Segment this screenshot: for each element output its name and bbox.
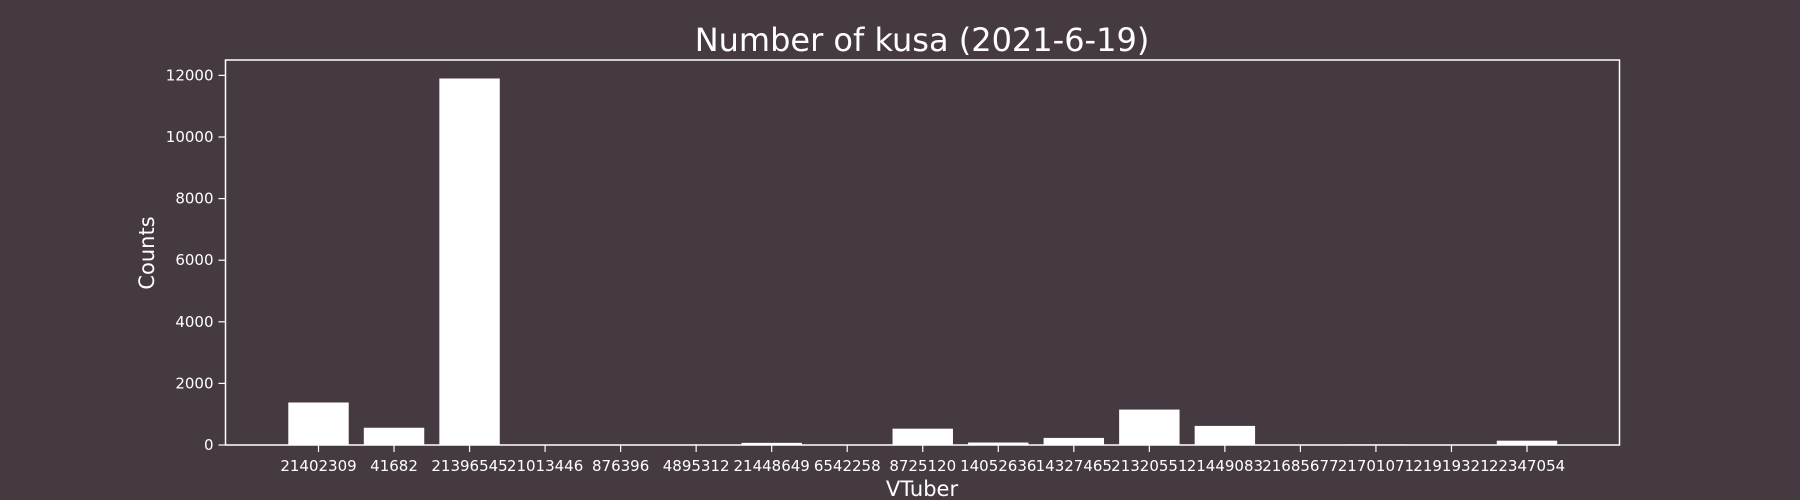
bar [439, 78, 500, 445]
y-tick-label: 8000 [175, 190, 213, 208]
x-tick-label: 21448649 [734, 457, 810, 475]
bar [288, 402, 349, 445]
x-axis: 21402309 41682 21396545 21013446 876396 48953… [280, 445, 1565, 475]
x-tick-label: 21013446 [507, 457, 583, 475]
x-tick-label: 21396545 [431, 457, 507, 475]
x-tick-label: 21449083 [1187, 457, 1263, 475]
bar [1496, 440, 1558, 445]
bar [1345, 444, 1407, 445]
bar [1043, 437, 1105, 445]
bar [892, 428, 953, 445]
x-tick-label: 21701071 [1338, 457, 1414, 475]
x-tick-label: 876396 [592, 457, 649, 475]
x-tick-label: 4895312 [663, 457, 730, 475]
bar [968, 442, 1029, 445]
x-tick-label: 21320551 [1111, 457, 1187, 475]
x-tick-label: 14052636 [960, 457, 1036, 475]
y-tick-label: 12000 [166, 66, 214, 84]
x-tick-label: 41682 [370, 457, 418, 475]
x-tick-label: 21685677 [1262, 457, 1338, 475]
x-tick-label: 21402309 [280, 457, 356, 475]
x-tick-label: 8725120 [889, 457, 956, 475]
x-tick-label: 21919321 [1413, 457, 1489, 475]
x-tick-label: 6542258 [814, 457, 881, 475]
y-tick-label: 0 [204, 436, 214, 454]
y-axis-label: Counts [135, 216, 159, 289]
x-tick-label: 22347054 [1489, 457, 1565, 475]
bar [741, 442, 802, 445]
chart-title: Number of kusa (2021-6-19) [695, 21, 1150, 59]
bars-group [288, 78, 1558, 446]
plot-area-frame [224, 59, 1621, 446]
y-tick-label: 10000 [166, 128, 214, 146]
bar [1194, 425, 1256, 445]
x-tick-label: 14327465 [1036, 457, 1112, 475]
bar [363, 427, 425, 445]
y-tick-label: 4000 [175, 313, 213, 331]
bar [1119, 409, 1180, 445]
x-axis-label: VTuber [886, 477, 959, 500]
y-axis: 0 2000 4000 6000 8000 10000 12000 [166, 66, 226, 454]
y-tick-label: 6000 [175, 251, 213, 269]
y-tick-label: 2000 [175, 374, 213, 392]
